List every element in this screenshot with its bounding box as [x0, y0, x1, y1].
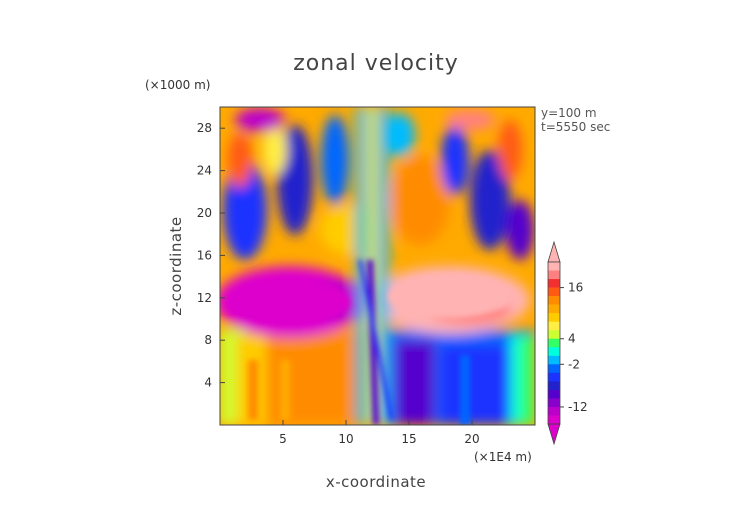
- y-tick-label: 28: [197, 121, 212, 135]
- colorbar-segment: [548, 330, 560, 340]
- x-axis: 5 10 15 20: [279, 420, 480, 446]
- colorbar-segment: [548, 313, 560, 322]
- annotation-t: t=5550 sec: [541, 120, 610, 134]
- colorbar-segment: [548, 338, 560, 348]
- y-axis: 4 8 12 16 20 24 28: [197, 121, 225, 390]
- colorbar-label: -12: [568, 400, 588, 414]
- colorbar-segment: [548, 279, 560, 288]
- x-tick-label: 20: [464, 432, 479, 446]
- x-tick-label: 15: [401, 432, 416, 446]
- colorbar-segment: [548, 398, 560, 408]
- x-axis-title: x-coordinate: [326, 473, 426, 491]
- y-tick-label: 24: [197, 164, 212, 178]
- plot-frame: [219, 106, 536, 426]
- colorbar-segment: [548, 372, 560, 382]
- colorbar-segment: [548, 389, 560, 399]
- colorbar-segment: [548, 381, 560, 391]
- y-axis-title: z-coordinate: [167, 216, 185, 315]
- contour-field: [220, 107, 535, 425]
- x-tick-label: 10: [338, 432, 353, 446]
- colorbar-frame: [547, 261, 561, 425]
- colorbar-segment: [548, 287, 560, 297]
- colorbar-segment: [548, 406, 560, 416]
- colorbar-segment: [548, 364, 560, 374]
- x-tick-label: 5: [279, 432, 287, 446]
- colorbar: 16 4 -2 -12: [547, 240, 588, 446]
- y-tick-label: 20: [197, 206, 212, 220]
- chart-title: zonal velocity: [293, 51, 459, 76]
- colorbar-segment: [548, 415, 560, 425]
- colorbar-segment: [548, 262, 560, 271]
- y-tick-label: 16: [197, 248, 212, 262]
- annotation-y: y=100 m: [541, 106, 597, 120]
- colorbar-segment: [548, 270, 560, 280]
- y-unit-label: (×1000 m): [145, 78, 210, 92]
- colorbar-label: -2: [568, 357, 580, 371]
- colorbar-segment: [548, 304, 560, 314]
- x-unit-label: (×1E4 m): [474, 450, 532, 464]
- y-tick-label: 8: [204, 333, 212, 347]
- y-tick-label: 4: [204, 376, 212, 390]
- colorbar-segment: [548, 355, 560, 365]
- colorbar-extend-bottom: [547, 423, 561, 446]
- colorbar-extend-top: [547, 240, 561, 263]
- colorbar-label: 4: [568, 332, 576, 346]
- colorbar-label: 16: [568, 281, 583, 295]
- colorbar-segment: [548, 296, 560, 305]
- colorbar-segment: [548, 347, 560, 357]
- colorbar-segment: [548, 321, 560, 331]
- contour-detail: [230, 259, 512, 425]
- y-tick-label: 12: [197, 291, 212, 305]
